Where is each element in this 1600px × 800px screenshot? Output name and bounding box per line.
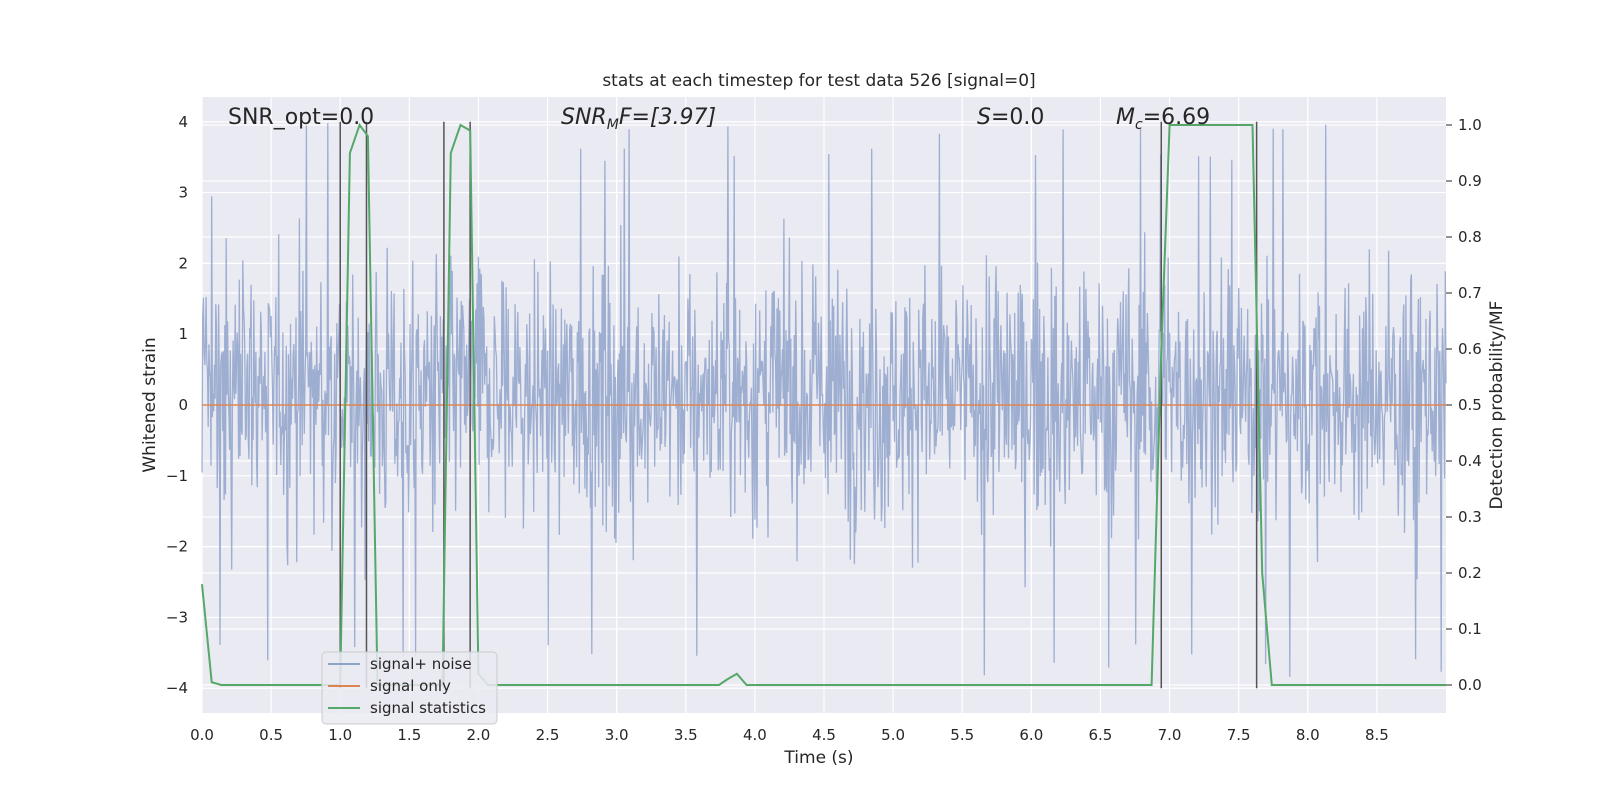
x-tick-label: 1.0 (328, 726, 352, 744)
x-tick-label: 5.5 (950, 726, 974, 744)
x-tick-label: 5.0 (881, 726, 905, 744)
chart-title: stats at each timestep for test data 526… (602, 71, 1035, 91)
x-tick-label: 4.0 (743, 726, 767, 744)
y-right-tick-label: 0.6 (1458, 340, 1482, 358)
s-annotation: S=0.0 (977, 105, 1044, 130)
x-tick-label: 0.0 (190, 726, 214, 744)
y-right-tick-label: 0.5 (1458, 396, 1482, 414)
y-right-tick-label: 0.7 (1458, 284, 1482, 302)
x-tick-label: 7.0 (1158, 726, 1182, 744)
y-tick-label: −3 (166, 608, 188, 626)
y-tick-label: 2 (178, 254, 188, 272)
x-tick-label: 6.0 (1019, 726, 1043, 744)
mc-annotation: Mc=6.69 (1116, 105, 1210, 133)
annotations: SNR_opt=0.0 SNRMF=[3.97] S=0.0 Mc=6.69 (228, 105, 1210, 133)
x-tick-label: 3.0 (605, 726, 629, 744)
y-tick-label: −2 (166, 538, 188, 556)
x-tick-label: 8.5 (1365, 726, 1389, 744)
x-tick-label: 0.5 (259, 726, 283, 744)
x-tick-label: 8.0 (1296, 726, 1320, 744)
y-right-tick-label: 0.1 (1458, 620, 1482, 638)
y-right-tick-label: 0.3 (1458, 508, 1482, 526)
legend-box (321, 651, 498, 725)
y-right-tick-label: 0.9 (1458, 172, 1482, 190)
y-tick-label: 0 (178, 396, 188, 414)
x-axis-label: Time (s) (783, 748, 853, 768)
y-right-tick-label: 0.2 (1458, 564, 1482, 582)
y-tick-label: −1 (166, 467, 188, 485)
y-tick-label: 1 (178, 325, 188, 343)
legend-label-noise: signal+ noise (370, 655, 472, 673)
y-axis-label: Whitened strain (140, 337, 160, 472)
snr-opt-annotation: SNR_opt=0.0 (228, 105, 374, 130)
y-right-tick-label: 0.4 (1458, 452, 1482, 470)
axes: 0.0 0.5 1.0 1.5 2.0 2.5 3.0 3.5 4.0 4.5 5.0 5.5 6.0 6… (166, 113, 1482, 744)
snr-mf-annotation: SNRMF=[3.97] (561, 105, 716, 133)
x-tick-label: 7.5 (1227, 726, 1251, 744)
x-tick-label: 6.5 (1089, 726, 1113, 744)
x-tick-label: 2.5 (536, 726, 560, 744)
y-right-tick-label: 0.8 (1458, 228, 1482, 246)
y-tick-label: −4 (166, 679, 188, 697)
y-tick-label: 3 (178, 184, 188, 202)
x-tick-label: 2.0 (467, 726, 491, 744)
signal-noise-series (201, 123, 1447, 678)
noise-trace (201, 123, 1447, 678)
y-right-tick-label: 0.0 (1458, 676, 1482, 694)
x-tick-label: 1.5 (397, 726, 421, 744)
legend-label-signal: signal only (370, 677, 451, 695)
y-right-axis-label: Detection probability/MF (1487, 301, 1507, 510)
x-tick-label: 3.5 (674, 726, 698, 744)
y-tick-label: 4 (178, 113, 188, 131)
y-right-tick-label: 1.0 (1458, 116, 1482, 134)
legend-label-stats: signal statistics (370, 699, 486, 717)
legend: signal+ noise signal only signal statist… (321, 651, 498, 725)
x-tick-label: 4.5 (812, 726, 836, 744)
